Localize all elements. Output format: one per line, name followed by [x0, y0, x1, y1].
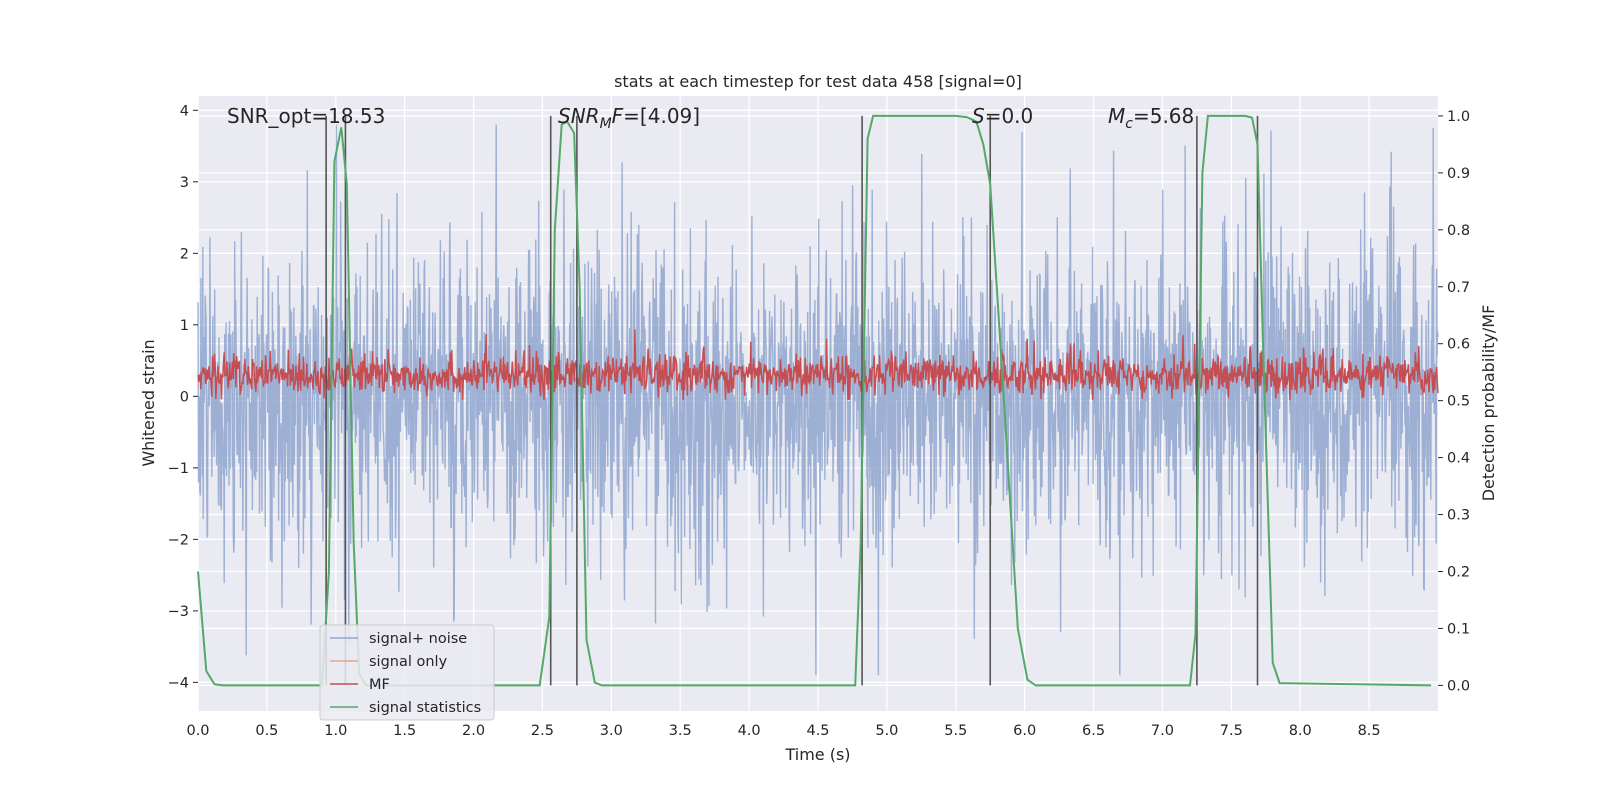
y2-tick-label: 0.9 — [1447, 166, 1470, 182]
y2-tick-label: 0.7 — [1447, 280, 1470, 296]
legend: signal+ noise signal only MF signal stat… — [319, 624, 495, 721]
x-tick-label: 8.5 — [1358, 723, 1381, 739]
snr-mf-annotation: SNRMF=[4.09] — [558, 104, 700, 132]
legend-box — [319, 624, 495, 721]
y-tick-label: 0 — [180, 389, 189, 405]
x-tick-label: 4.0 — [738, 723, 761, 739]
signal-statistics-series — [197, 114, 1432, 687]
axis-ticks: 0.0 0.5 1.0 1.5 2.0 2.5 3.0 3.5 4.0 4.5 5.0 5.5 6.0 6… — [168, 103, 1470, 739]
x-axis-label: Time (s) — [784, 745, 850, 764]
y-tick-label: 3 — [180, 175, 189, 191]
vertical-markers — [325, 115, 1259, 686]
y-tick-label: −4 — [168, 675, 189, 691]
x-tick-label: 0.5 — [255, 723, 278, 739]
y2-tick-label: 0.3 — [1447, 508, 1470, 524]
x-tick-label: 7.5 — [1220, 723, 1243, 739]
y-tick-label: 4 — [180, 103, 189, 119]
x-tick-label: 5.5 — [944, 723, 967, 739]
x-tick-label: 2.0 — [462, 723, 485, 739]
y2-tick-label: 0.0 — [1447, 678, 1470, 694]
mc-annotation: Mc=5.68 — [1108, 104, 1194, 132]
y-tick-label: −3 — [168, 604, 189, 620]
y2-tick-label: 0.2 — [1447, 564, 1470, 580]
x-tick-label: 1.5 — [393, 723, 416, 739]
snr-opt-annotation: SNR_opt=18.53 — [227, 104, 385, 128]
x-tick-label: 4.5 — [806, 723, 829, 739]
x-tick-label: 6.0 — [1013, 723, 1036, 739]
signal-statistics-line — [197, 114, 1432, 687]
legend-label-signal-statistics: signal statistics — [369, 700, 481, 716]
y2-tick-label: 0.1 — [1447, 621, 1470, 637]
chart-title: stats at each timestep for test data 458… — [614, 72, 1022, 91]
y-tick-label: 2 — [180, 246, 189, 262]
x-tick-label: 7.0 — [1151, 723, 1174, 739]
x-tick-label: 8.0 — [1289, 723, 1312, 739]
s-annotation: S=0.0 — [972, 104, 1033, 128]
x-tick-label: 2.5 — [531, 723, 554, 739]
y-tick-label: −2 — [168, 532, 189, 548]
y-tick-label: −1 — [168, 461, 189, 477]
y2-axis-label: Detection probability/MF — [1479, 305, 1498, 502]
y2-tick-label: 1.0 — [1447, 109, 1470, 125]
legend-label-signal-noise: signal+ noise — [369, 631, 467, 647]
x-tick-label: 1.0 — [324, 723, 347, 739]
y2-tick-label: 0.4 — [1447, 451, 1470, 467]
legend-label-mf: MF — [369, 677, 390, 693]
y2-tick-label: 0.8 — [1447, 223, 1470, 239]
x-tick-label: 6.5 — [1082, 723, 1105, 739]
mf-series — [197, 329, 1439, 400]
x-tick-label: 5.0 — [875, 723, 898, 739]
y-axis-label: Whitened strain — [139, 339, 158, 466]
y-tick-label: 1 — [180, 318, 189, 334]
x-tick-label: 3.5 — [669, 723, 692, 739]
y2-tick-label: 0.6 — [1447, 337, 1470, 353]
y2-tick-label: 0.5 — [1447, 394, 1470, 410]
x-tick-label: 0.0 — [186, 723, 209, 739]
mf-line — [197, 329, 1439, 400]
legend-label-signal-only: signal only — [369, 654, 448, 670]
x-tick-label: 3.0 — [600, 723, 623, 739]
